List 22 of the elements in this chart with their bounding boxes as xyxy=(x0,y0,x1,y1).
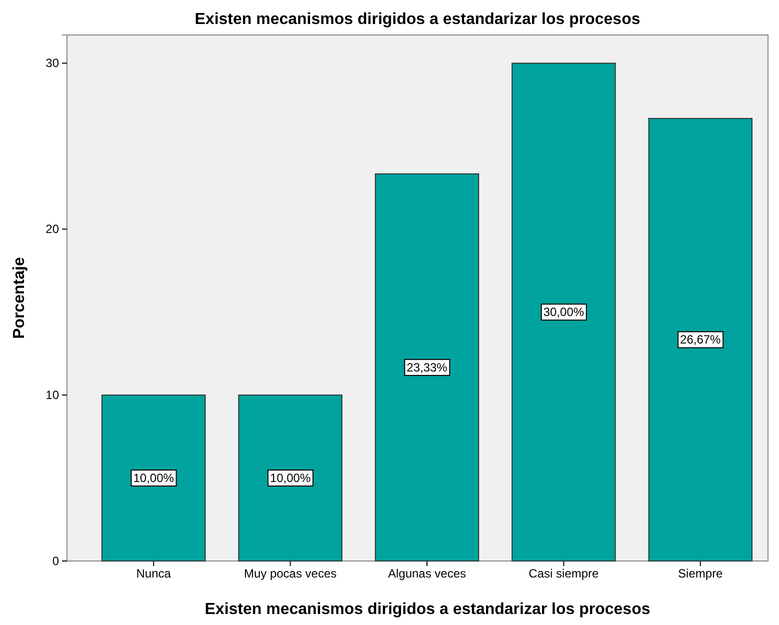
data-label: 23,33% xyxy=(406,360,448,374)
y-tick-label: 10 xyxy=(46,388,60,402)
bar xyxy=(102,394,206,562)
x-tick-label: Siempre xyxy=(678,566,724,581)
bar xyxy=(512,62,616,562)
x-tick-label: Muy pocas veces xyxy=(244,566,337,581)
bar xyxy=(648,118,752,562)
data-label: 26,67% xyxy=(680,332,722,347)
data-label: 10,00% xyxy=(133,471,174,486)
y-tick-label: 0 xyxy=(52,554,60,568)
y-axis-title: Porcentaje xyxy=(11,256,28,339)
y-tick-label: 30 xyxy=(46,56,60,70)
x-axis-title: Existen mecanismos dirigidos a estandarizar los procesos xyxy=(204,601,650,618)
bar xyxy=(238,394,342,562)
y-tick-label: 20 xyxy=(46,222,60,236)
x-tick-label: Nunca xyxy=(136,566,172,581)
data-label: 30,00% xyxy=(543,305,584,320)
data-label: 10,00% xyxy=(270,471,311,486)
bar xyxy=(374,173,480,562)
chart-title: Existen mecanismos dirigidos a estandarizar los procesos xyxy=(194,11,640,28)
x-tick-label: Casi siempre xyxy=(528,566,600,581)
x-tick-label: Algunas veces xyxy=(388,566,466,581)
